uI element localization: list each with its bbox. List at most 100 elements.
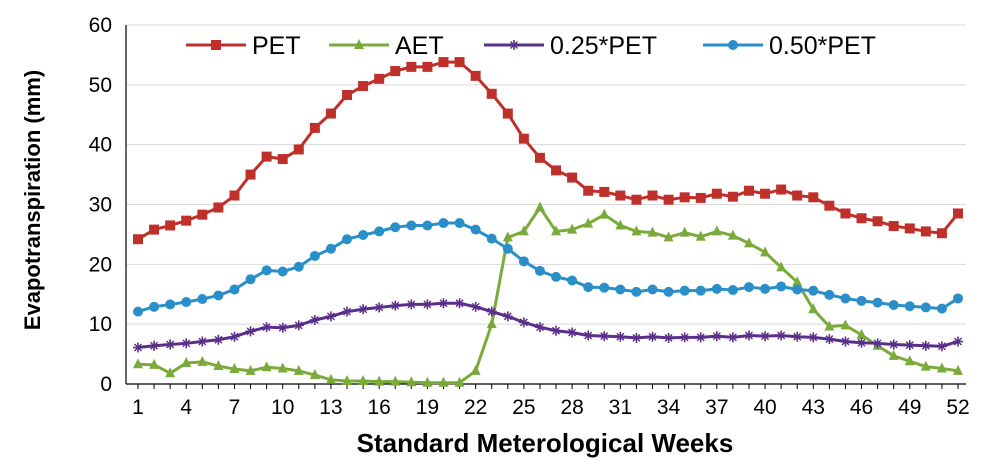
data-point	[840, 336, 851, 347]
data-point	[502, 231, 513, 242]
data-point	[872, 297, 883, 308]
data-point	[695, 332, 706, 343]
data-point-stroke	[857, 338, 866, 347]
data-point-stroke	[584, 331, 593, 340]
data-point-stroke	[359, 305, 368, 314]
data-point	[888, 339, 899, 350]
data-point	[342, 90, 353, 101]
data-point	[872, 216, 883, 227]
legend-label: 0.25*PET	[550, 32, 657, 60]
x-tick-label: 28	[560, 396, 583, 419]
data-point	[181, 215, 192, 226]
data-point	[888, 300, 899, 311]
data-point	[197, 355, 208, 366]
data-point	[454, 298, 465, 309]
data-point-stroke	[873, 339, 882, 348]
data-point-stroke	[728, 333, 737, 342]
data-point	[776, 281, 787, 292]
data-point	[904, 301, 915, 312]
data-point	[695, 192, 706, 203]
data-point	[277, 322, 288, 333]
data-point	[631, 194, 642, 205]
axes	[125, 25, 966, 389]
data-point	[422, 376, 433, 387]
data-point-stroke	[246, 327, 255, 336]
data-point	[808, 303, 819, 314]
data-point	[920, 302, 931, 313]
data-point	[470, 224, 481, 235]
data-point	[904, 340, 915, 351]
data-point	[695, 230, 706, 241]
data-point	[486, 306, 497, 317]
data-point	[470, 70, 481, 81]
data-point	[293, 364, 304, 375]
data-point	[293, 261, 304, 272]
data-point-stroke	[310, 315, 319, 324]
data-point	[518, 225, 529, 236]
data-point	[229, 190, 240, 201]
data-point	[406, 376, 417, 387]
x-tick-label: 40	[753, 396, 776, 419]
data-point-stroke	[921, 341, 930, 350]
data-point	[197, 336, 208, 347]
data-point	[679, 192, 690, 203]
data-point	[824, 334, 835, 345]
series-0-50-pet	[133, 218, 963, 317]
data-point	[534, 152, 545, 163]
data-point	[583, 217, 594, 228]
data-point	[374, 375, 385, 386]
data-point	[309, 314, 320, 325]
data-point	[518, 133, 529, 144]
data-point	[743, 330, 754, 341]
data-point	[711, 188, 722, 199]
data-point-stroke	[294, 321, 303, 330]
legend-item: 0.50*PET	[703, 32, 876, 60]
data-point	[261, 322, 272, 333]
y-tick-label: 10	[89, 313, 112, 336]
data-point	[856, 337, 867, 348]
data-point	[647, 190, 658, 201]
data-point	[406, 220, 417, 231]
data-point-stroke	[632, 333, 641, 342]
data-point	[374, 73, 385, 84]
data-point	[583, 330, 594, 341]
data-point	[856, 328, 867, 339]
data-point	[631, 332, 642, 343]
data-point	[583, 282, 594, 293]
legend: PET AET 0.25*PET 0.50*PET	[186, 32, 876, 60]
data-point	[840, 208, 851, 219]
data-point	[518, 317, 529, 328]
x-tick-label: 16	[367, 396, 390, 419]
data-point-stroke	[664, 333, 673, 342]
data-point-stroke	[214, 335, 223, 344]
data-point	[615, 284, 626, 295]
data-point	[438, 298, 449, 309]
data-point-stroke	[391, 301, 400, 310]
data-point	[534, 265, 545, 276]
data-point-stroke	[680, 333, 689, 342]
data-point-stroke	[487, 307, 496, 316]
data-point-stroke	[600, 332, 609, 341]
data-point	[438, 57, 449, 68]
data-point	[647, 284, 658, 295]
x-tick-label: 22	[464, 396, 487, 419]
data-point	[551, 165, 562, 176]
data-point	[325, 373, 336, 384]
x-tick-label: 34	[657, 396, 681, 419]
data-point	[663, 286, 674, 297]
data-point	[374, 302, 385, 313]
x-tick-label: 13	[319, 396, 342, 419]
data-point	[277, 362, 288, 373]
series-line	[137, 60, 960, 241]
data-point-stroke	[761, 332, 770, 341]
data-point	[309, 122, 320, 133]
x-tick-label: 19	[416, 396, 439, 419]
data-point	[824, 200, 835, 211]
data-point	[229, 331, 240, 342]
data-point	[599, 282, 610, 293]
data-point	[792, 190, 803, 201]
data-point	[615, 219, 626, 230]
data-point-stroke	[954, 337, 962, 346]
x-tick-label: 10	[271, 396, 294, 419]
data-point	[888, 349, 899, 360]
